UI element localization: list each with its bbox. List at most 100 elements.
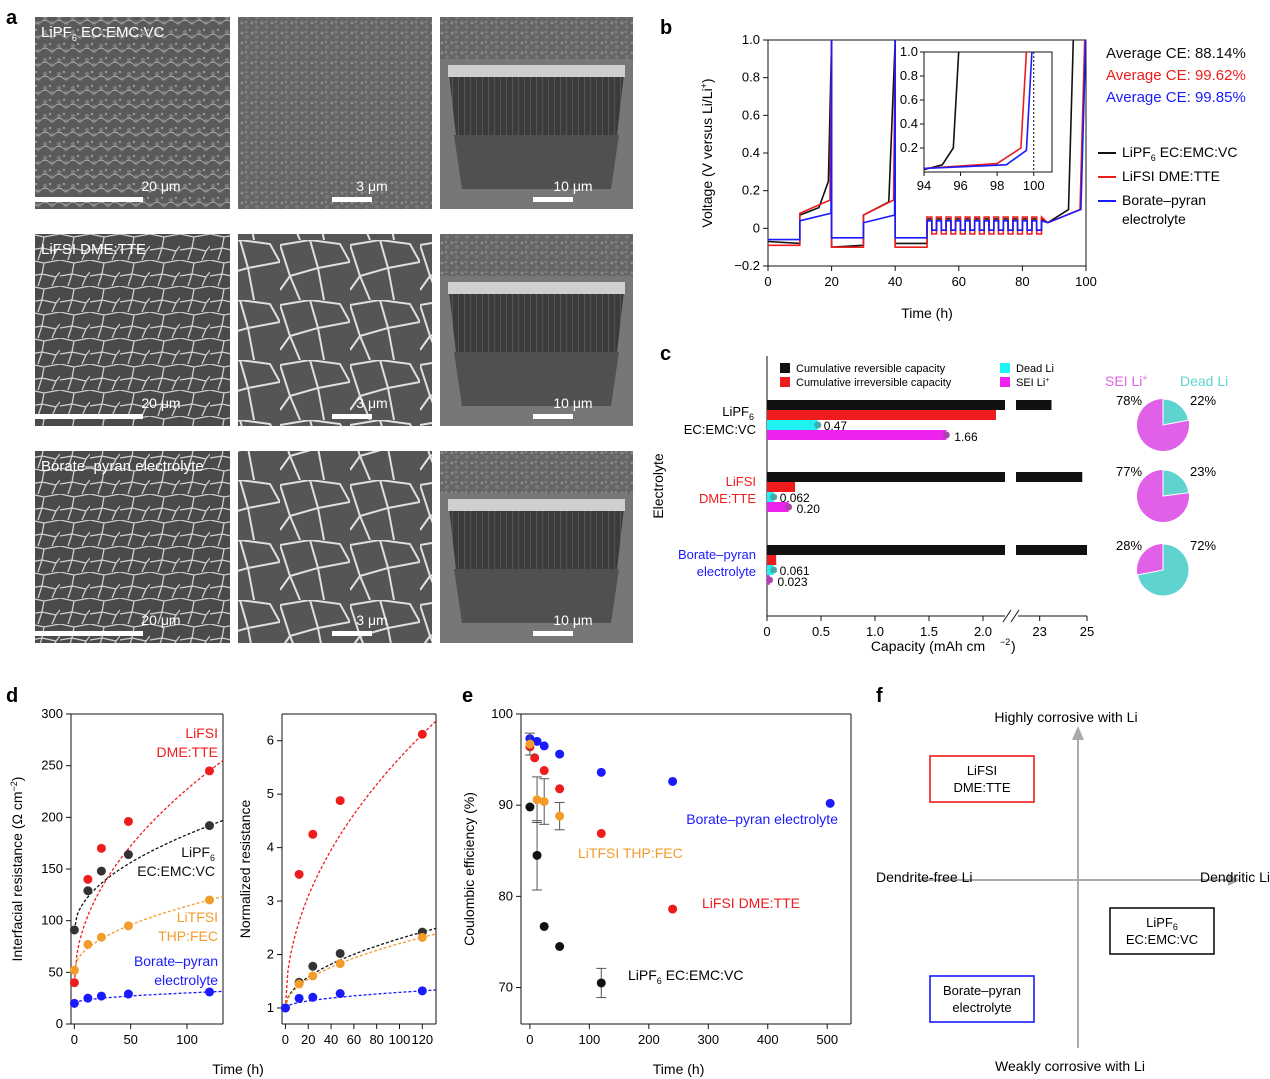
sem-surface-image [35, 17, 230, 209]
scale-bar-label: 3 μm [356, 612, 387, 628]
inset-y-tick-label: 1.0 [900, 44, 918, 59]
d-series-label-line2: electrolyte [154, 972, 218, 988]
sem-lithium-layer [454, 569, 619, 623]
b-legend-label: LiFSI DME:TTE [1122, 168, 1220, 184]
d-left-data-point [69, 998, 79, 1008]
d-right-y-tick-label: 3 [267, 893, 274, 908]
c-dead-li-value: 0.061 [780, 564, 810, 578]
b-y-tick-label: 0.8 [742, 70, 760, 85]
c-x-axis-title-close: ) [1011, 638, 1016, 654]
scale-bar-label: 3 μm [356, 178, 387, 194]
d-right-data-point [335, 959, 345, 969]
e-data-point [825, 798, 835, 808]
scale-bar [332, 197, 372, 202]
c-sei-li-value: 0.20 [797, 502, 821, 516]
d-right-data-point [335, 796, 345, 806]
d-left-data-point [123, 816, 133, 826]
e-data-point [555, 942, 565, 951]
scale-bar [533, 197, 573, 202]
d-left-data-point [69, 978, 79, 988]
d-left-fit-line [74, 990, 224, 1004]
b-x-tick-label: 100 [1075, 274, 1097, 289]
e-data-point [596, 828, 606, 838]
d-right-data-point [294, 993, 304, 1003]
c-group-label-line2: EC:EMC:VC [684, 422, 756, 437]
c-bar-dead-li-marker [770, 566, 778, 574]
sem-row-label: LiPF6 EC:EMC:VC [41, 24, 165, 43]
d-series-label-line2: DME:TTE [157, 744, 218, 760]
panel-b: b 0 20 40 60 80 100 −0.2 0 0.2 0.4 0.6 0.8 1.0 Time (… [660, 17, 1246, 321]
panel-letter-e: e [462, 685, 473, 707]
d-series-label-line1: LiTFSI [177, 909, 218, 925]
c-bar-reversible [767, 472, 1005, 482]
c-legend-swatch [780, 363, 790, 373]
e-data-point [668, 776, 678, 786]
c-bar-sei-li [767, 430, 947, 440]
b-y-tick-label: 0.6 [742, 107, 760, 122]
b-legend-label: LiPF6 EC:EMC:VC [1122, 144, 1238, 163]
d-right-fit-line [284, 989, 437, 1009]
e-data-point [555, 784, 565, 794]
c-x-tick-label: 0 [763, 624, 770, 639]
d-left-data-point [83, 886, 93, 896]
scale-bar-label: 20 μm [141, 178, 180, 194]
d-right-data-point [308, 992, 318, 1002]
e-y-tick-label: 80 [499, 888, 513, 903]
b-x-tick-label: 80 [1015, 274, 1029, 289]
b-average-ce-label: Average CE: 99.85% [1106, 89, 1246, 106]
sem-surface-band [440, 17, 633, 59]
c-bar-dead-li [767, 420, 818, 430]
d-left-fit-line [73, 819, 224, 931]
d-right-data-point [417, 932, 427, 942]
b-x-tick-label: 20 [824, 274, 838, 289]
sem-protective-layer [448, 65, 625, 77]
b-x-tick-label: 40 [888, 274, 902, 289]
d-right-x-tick-label: 40 [324, 1032, 338, 1047]
scale-bar [533, 414, 573, 419]
e-data-point [539, 741, 549, 751]
c-bar-sei-li-marker [942, 431, 950, 439]
d-left-data-point [96, 866, 106, 876]
box-lipf6 [1109, 907, 1215, 955]
d-right-x-tick-label: 100 [389, 1032, 411, 1047]
e-label-borate: Borate–pyran electrolyte [686, 811, 838, 827]
c-y-axis-title: Electrolyte [650, 453, 666, 519]
c-legend-label: SEI Li+ [1016, 377, 1049, 389]
e-data-point [532, 736, 542, 746]
c-x-tick-label: 1.5 [920, 624, 938, 639]
e-data-point [555, 811, 565, 821]
scale-bar [35, 631, 143, 636]
e-data-point [525, 739, 535, 749]
d-right-x-tick-label: 20 [301, 1032, 315, 1047]
d-right-y-axis-title: Normalized resistance [237, 800, 253, 939]
pie-slice-dead [1136, 543, 1190, 597]
inset-x-tick-label: 100 [1023, 178, 1045, 193]
d-series-label-line1: LiFSI [185, 725, 218, 741]
e-y-tick-label: 100 [491, 706, 513, 721]
e-x-tick-label: 500 [816, 1032, 838, 1047]
c-legend-label: Cumulative irreversible capacity [796, 377, 952, 389]
e-y-axis-title: Coulombic efficiency (%) [461, 792, 477, 946]
c-legend-swatch [1000, 377, 1010, 387]
d-left-y-axis-title: Interfacial resistance (Ω cm−2) [9, 777, 25, 962]
e-data-point [539, 921, 549, 931]
right-arrow-icon [1228, 874, 1240, 886]
e-label-litfsi: LiTFSI THP:FEC [578, 845, 683, 861]
d-right-x-tick-label: 60 [347, 1032, 361, 1047]
sem-surface-image [238, 234, 432, 426]
inset-series-line-red [923, 51, 1028, 170]
e-data-point [532, 850, 542, 860]
scale-bar-label: 10 μm [553, 612, 592, 628]
sem-protective-layer [448, 282, 625, 294]
c-bar-reversible [767, 545, 1005, 555]
inset-x-tick-label: 94 [917, 178, 931, 193]
sem-image-grid: 20 μm 3 μm 10 μm LiPF6 EC:EMC:VC 20 μm 3 μm 10… [35, 17, 633, 643]
e-data-point [539, 797, 549, 807]
c-bar-irreversible [767, 410, 996, 420]
d-right-fit-line [284, 720, 437, 1009]
b-y-axis-title: Voltage (V versus Li/Li+) [699, 78, 715, 227]
d-x-axis-title: Time (h) [212, 1061, 264, 1077]
inset-x-tick-label: 98 [990, 178, 1004, 193]
d-left-data-point [96, 991, 106, 1001]
